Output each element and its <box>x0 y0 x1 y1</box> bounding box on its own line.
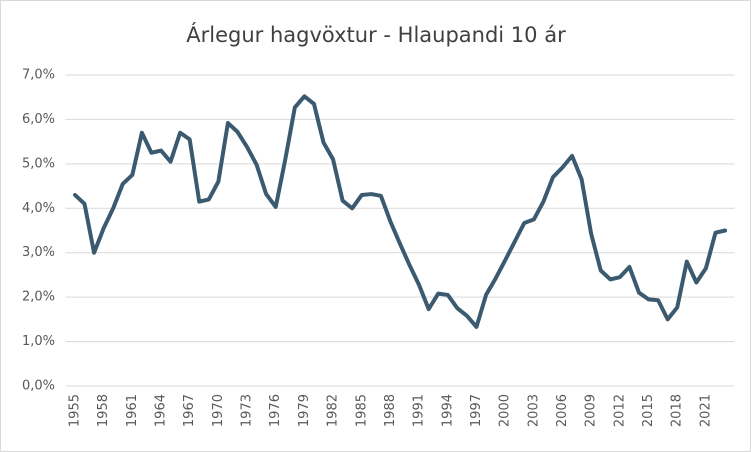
x-tick-label: 1976 <box>268 394 283 427</box>
x-tick-label: 1964 <box>154 394 169 427</box>
x-tick-label: 2009 <box>584 394 599 427</box>
x-tick-label: 1979 <box>297 394 312 427</box>
x-tick-label: 1994 <box>440 394 455 427</box>
x-tick-label: 1982 <box>326 394 341 427</box>
y-tick-label: 6,0% <box>22 112 55 127</box>
y-tick-label: 5,0% <box>22 156 55 171</box>
y-tick-label: 1,0% <box>22 334 55 349</box>
y-tick-label: 3,0% <box>22 245 55 260</box>
x-tick-label: 2021 <box>698 394 713 427</box>
x-tick-label: 2006 <box>555 394 570 427</box>
x-tick-label: 1991 <box>412 394 427 427</box>
y-tick-label: 4,0% <box>22 201 55 216</box>
x-tick-label: 1961 <box>125 394 140 427</box>
x-tick-label: 1970 <box>211 394 226 427</box>
x-tick-label: 1967 <box>182 394 197 427</box>
x-tick-label: 2003 <box>526 394 541 427</box>
x-tick-label: 2015 <box>641 394 656 427</box>
x-tick-label: 1997 <box>469 394 484 427</box>
x-tick-label: 2012 <box>612 394 627 427</box>
y-tick-label: 0,0% <box>22 379 55 394</box>
x-tick-label: 1973 <box>240 394 255 427</box>
y-tick-label: 7,0% <box>22 68 55 83</box>
y-tick-label: 2,0% <box>22 290 55 305</box>
x-tick-label: 2018 <box>670 394 685 427</box>
data-line <box>72 94 728 329</box>
chart-title: Árlegur hagvöxtur - Hlaupandi 10 ár <box>186 22 566 47</box>
x-tick-label: 1955 <box>67 394 82 427</box>
x-tick-label: 2000 <box>498 394 513 427</box>
x-tick-label: 1958 <box>96 394 111 427</box>
x-tick-label: 1988 <box>383 394 398 427</box>
x-tick-label: 1985 <box>354 394 369 427</box>
